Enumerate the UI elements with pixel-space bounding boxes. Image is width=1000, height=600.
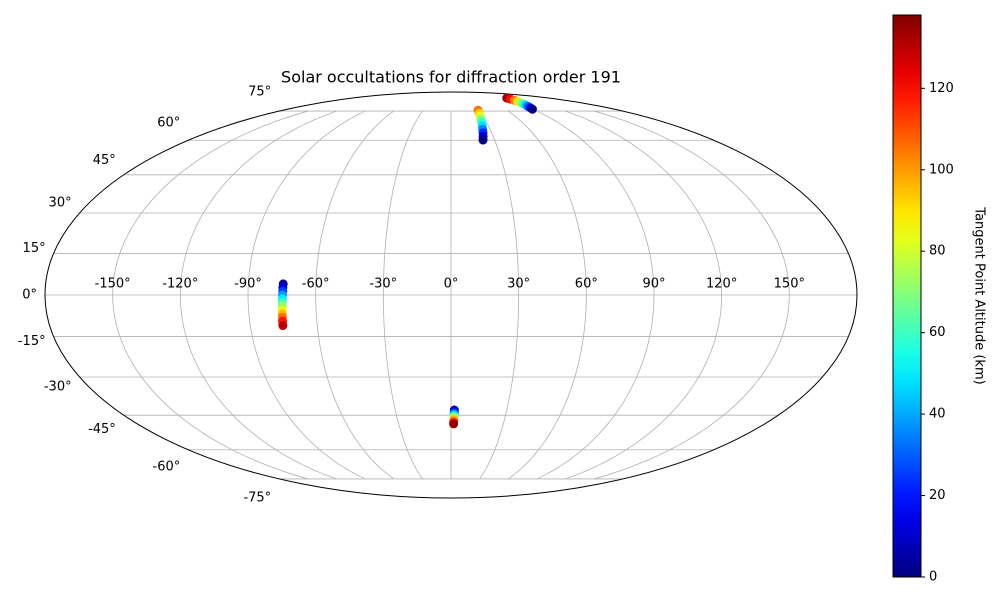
x-tick-label: 60°	[575, 277, 598, 292]
x-tick-label: 150°	[774, 277, 805, 292]
grid-line	[565, 110, 723, 480]
colorbar	[892, 14, 922, 578]
grid-line	[315, 110, 394, 480]
y-tick-label: 15°	[23, 241, 46, 256]
x-tick-label: 30°	[507, 277, 530, 292]
y-tick-label: 30°	[49, 195, 72, 210]
x-tick-label: 120°	[706, 277, 737, 292]
y-tick-label: -30°	[44, 380, 72, 395]
grid-line	[112, 110, 308, 480]
y-tick-label: -45°	[88, 422, 116, 437]
x-tick-label: -90°	[234, 277, 262, 292]
y-tick-label: 0°	[22, 288, 37, 303]
x-tick-label: 90°	[642, 277, 665, 292]
y-tick-label: 45°	[93, 153, 116, 168]
x-tick-label: -60°	[302, 277, 330, 292]
colorbar-tick-label: 0	[929, 570, 937, 585]
y-tick-label: 60°	[157, 115, 180, 130]
colorbar-tick-label: 40	[929, 407, 946, 422]
grid-line	[382, 110, 423, 480]
map-frame	[44, 91, 858, 499]
colorbar-tick-label: 60	[929, 325, 946, 340]
data-point	[527, 104, 537, 114]
colorbar-tick-label: 80	[929, 244, 946, 259]
grid-line	[479, 110, 520, 480]
data-point	[449, 419, 459, 429]
y-tick-label: -75°	[243, 491, 271, 506]
chart-title: Solar occultations for diffraction order…	[281, 68, 621, 87]
grid-line	[179, 110, 337, 480]
x-tick-label: -120°	[162, 277, 198, 292]
y-tick-label: -60°	[153, 460, 181, 475]
colorbar-label: Tangent Point Altitude (km)	[972, 206, 987, 384]
colorbar-tick-label: 100	[929, 162, 954, 177]
y-tick-label: -15°	[18, 334, 46, 349]
grid-line	[594, 110, 790, 480]
y-tick-label: 75°	[248, 84, 271, 99]
x-tick-label: -30°	[369, 277, 397, 292]
grid-line	[508, 110, 587, 480]
data-point	[478, 135, 488, 145]
grid-line	[536, 110, 655, 480]
x-tick-label: 0°	[444, 277, 459, 292]
data-point	[278, 321, 288, 331]
colorbar-tick-label: 120	[929, 81, 954, 96]
colorbar-tick-label: 20	[929, 488, 946, 503]
grid-line	[247, 110, 366, 480]
x-tick-label: -150°	[95, 277, 131, 292]
